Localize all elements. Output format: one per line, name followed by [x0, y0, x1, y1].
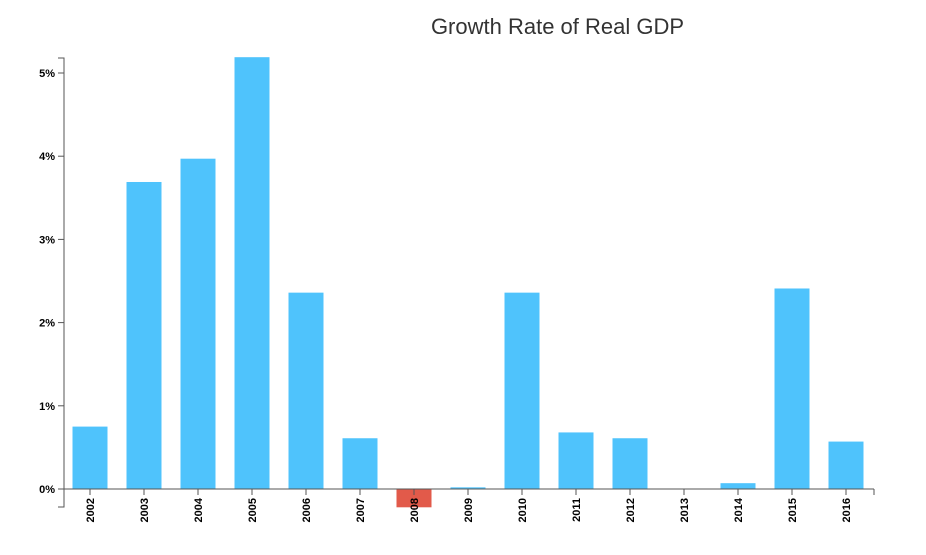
y-tick-label: 4%: [39, 151, 55, 163]
bars-group: [72, 57, 864, 508]
bar-2003: [126, 181, 162, 489]
bar-2011: [558, 432, 594, 489]
x-tick-label: 2004: [193, 497, 205, 522]
x-tick-label: 2013: [679, 498, 691, 522]
bar-2006: [288, 292, 324, 489]
y-axis-line: [58, 57, 65, 508]
x-tick-label: 2015: [787, 498, 799, 522]
x-tick-label: 2008: [409, 498, 421, 522]
y-tick-label: 3%: [39, 234, 55, 246]
y-tick-label: 2%: [39, 318, 55, 330]
x-tick-label: 2009: [463, 498, 475, 522]
bar-2012: [612, 438, 648, 489]
bar-2002: [72, 426, 108, 489]
x-tick-label: 2010: [517, 498, 529, 522]
y-tick-label: 0%: [39, 484, 55, 496]
x-axis: 2002 2003 2004 2005 2006 2007 2008 2009 2010 2011…: [64, 488, 875, 522]
bar-2004: [180, 158, 216, 490]
x-tick-label: 2002: [85, 498, 97, 522]
y-tick-label: 5%: [39, 68, 55, 80]
y-axis: 0% 1% 2% 3% 4% 5%: [39, 57, 65, 508]
x-tick-label: 2005: [247, 498, 259, 522]
bar-2014: [720, 483, 756, 489]
x-tick-label: 2006: [301, 498, 313, 522]
x-tick-label: 2003: [139, 498, 151, 522]
bar-2015: [774, 288, 810, 489]
y-tick-label: 1%: [39, 401, 55, 413]
bar-2008: [396, 489, 432, 508]
bar-2005: [234, 57, 270, 489]
bar-2010: [504, 292, 540, 489]
chart-title: Growth Rate of Real GDP: [430, 14, 685, 39]
x-tick-label: 2007: [355, 498, 367, 522]
x-tick-label: 2012: [625, 498, 637, 522]
bar-2016: [828, 441, 864, 489]
x-tick-label: 2014: [733, 497, 745, 522]
x-tick-label: 2016: [841, 498, 853, 522]
bar-2007: [342, 438, 378, 489]
x-tick-label: 2011: [571, 498, 583, 522]
bar-2009: [450, 487, 486, 489]
